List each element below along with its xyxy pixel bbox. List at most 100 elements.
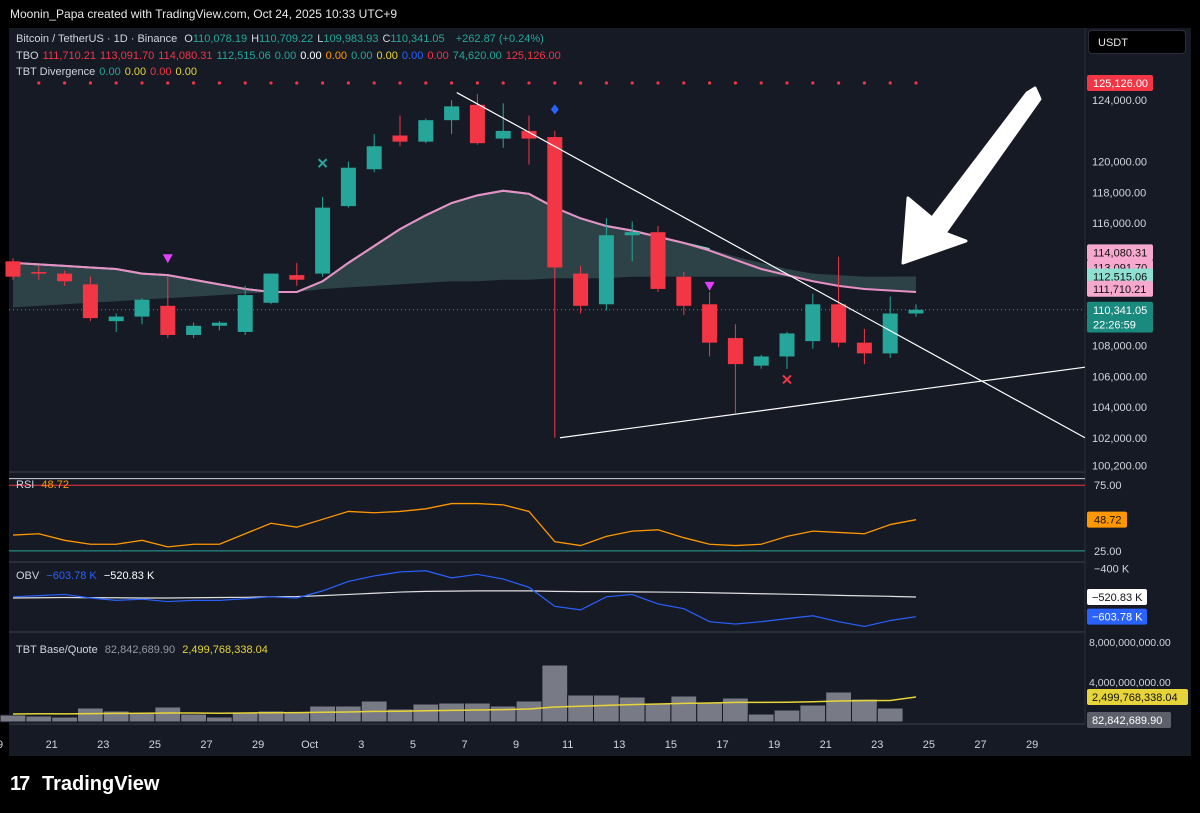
price-label-bg: [1087, 280, 1153, 297]
rsi-name: RSI: [16, 479, 35, 491]
resistance-dot: [501, 81, 505, 85]
rsi-legend[interactable]: RSI 48.72: [16, 479, 73, 491]
vol_ma-label: 2,499,768,338.04: [1092, 692, 1178, 704]
candle-body: [727, 338, 743, 365]
resistance-dot: [733, 81, 738, 85]
tbt-divergence-legend[interactable]: TBT Divergence 0.00 0.00 0.00 0.00: [16, 66, 201, 78]
candle-body: [211, 322, 227, 326]
time-tick-label: 23: [97, 739, 109, 751]
signal-triangle-down: [704, 281, 715, 291]
resistance-dot: [759, 81, 763, 85]
price-label: 110,341.05: [1093, 305, 1147, 317]
time-tick-label: 25: [923, 739, 935, 751]
resistance-dot: [346, 81, 350, 85]
price-label-bg: [1087, 74, 1153, 91]
obv_ma-bg: [1087, 589, 1147, 606]
obv_ma-label: −520.83 K: [1092, 592, 1143, 604]
volume-legend[interactable]: TBT Base/Quote 82,842,689.90 2,499,768,3…: [16, 644, 272, 656]
candle-body: [289, 275, 305, 280]
ohlc-c: C110,341.05: [382, 33, 445, 45]
volume-bar: [489, 705, 517, 723]
resistance-dot: [475, 81, 479, 85]
time-tick-label: 3: [358, 739, 364, 751]
price-tick-label: 116,000.00: [1092, 218, 1146, 230]
resistance-dot: [450, 81, 454, 85]
resistance-dot: [114, 81, 118, 85]
trendlines: [456, 92, 1086, 439]
currency-button[interactable]: USDT: [1088, 30, 1186, 54]
obv-legend[interactable]: OBV −603.78 K −520.83 K: [16, 570, 158, 582]
candle-body: [882, 313, 898, 354]
candle-body: [521, 130, 537, 139]
volume-bar: [851, 698, 878, 723]
resistance-dot: [708, 81, 712, 85]
price-tick-label: 108,000.00: [1092, 341, 1147, 353]
time-tick-label: 29: [1026, 739, 1038, 751]
volume-bar: [51, 716, 78, 723]
time-tick-label: 17: [716, 739, 728, 751]
candle-body: [573, 273, 589, 306]
resistance-dot: [166, 81, 170, 85]
tradingview-logo-text: TradingView: [42, 773, 160, 795]
annotation-arrow: [901, 86, 1042, 265]
ohlc-values: O110,078.19 H110,709.22 L109,983.93 C110,34…: [184, 33, 448, 45]
candle-body: [108, 316, 124, 322]
descending-trendline: [456, 92, 1086, 439]
signal-diamond: [550, 104, 559, 115]
volume-bar: [618, 696, 646, 723]
resistance-dot: [140, 81, 144, 85]
volume-bar: [25, 715, 53, 723]
resistance-dot: [553, 81, 557, 85]
tbo-value: 0.00: [274, 50, 297, 62]
candle-body: [547, 137, 563, 268]
price-tick-label: 104,000.00: [1092, 402, 1147, 414]
volume-bar: [283, 711, 311, 723]
price-label-bg: [1087, 268, 1153, 285]
resistance-dot: [682, 81, 686, 85]
obv-legend-ma: −520.83 K: [103, 570, 155, 582]
price-label-bg: [1087, 244, 1153, 261]
tbo-value: 0.00: [376, 50, 398, 62]
time-tick-label: Oct: [301, 739, 318, 751]
candle-body: [160, 305, 176, 335]
time-tick-label: 15: [665, 739, 677, 751]
resistance-dot: [862, 81, 867, 85]
resistance-dot: [88, 81, 92, 85]
resistance-dot: [192, 81, 196, 85]
top-caption-bar: Moonin_Papa created with TradingView.com…: [0, 0, 1200, 28]
volume-legend-ma: 2,499,768,338.04: [182, 644, 268, 656]
resistance-dot: [837, 81, 841, 85]
symbol-legend[interactable]: Bitcoin / TetherUS · 1D · Binance O110,0…: [16, 33, 548, 45]
tbt-divergence-value: 0.00: [99, 66, 121, 78]
resistance-dot: [398, 81, 402, 85]
tradingview-logo[interactable]: 17 TradingView: [10, 773, 159, 796]
volume-bar: [438, 702, 466, 723]
volume-bar: [722, 697, 749, 723]
obv-ma-line: [12, 590, 917, 599]
candle-body: [5, 261, 21, 277]
price-tick-label: 100,200.00: [1092, 460, 1147, 472]
volume-bar: [0, 714, 27, 723]
time-axis: 9 21 23 25 27 29 Oct 3 5 7 9 11 13 15 17 19 21 23 25 27 29: [0, 739, 1038, 751]
time-tick-label: 21: [46, 739, 58, 751]
obv_value-label: −603.78 K: [1092, 612, 1143, 624]
signal-triangle-down: [162, 254, 173, 264]
candle-body: [702, 304, 718, 343]
volume-bar: [773, 709, 801, 723]
resistance-dot: [656, 81, 660, 85]
candle-body: [82, 284, 98, 319]
candle-body: [779, 333, 795, 357]
candle-body: [495, 130, 511, 139]
candle-body: [444, 106, 460, 121]
candle-body: [366, 146, 382, 170]
price-tick-label: 106,000.00: [1092, 371, 1147, 383]
price-label: 111,710.21: [1093, 284, 1146, 296]
time-tick-label: 9: [513, 739, 519, 751]
tbo-value: 0.00: [325, 50, 348, 62]
volume-bar: [335, 705, 362, 723]
volume-axis-label: 8,000,000,000.00: [1089, 637, 1171, 649]
time-tick-label: 11: [562, 739, 573, 751]
candle-body: [469, 104, 485, 144]
tbo-legend[interactable]: TBO 111,710.21 113,091.70 114,080.31 112,515…: [16, 50, 565, 62]
